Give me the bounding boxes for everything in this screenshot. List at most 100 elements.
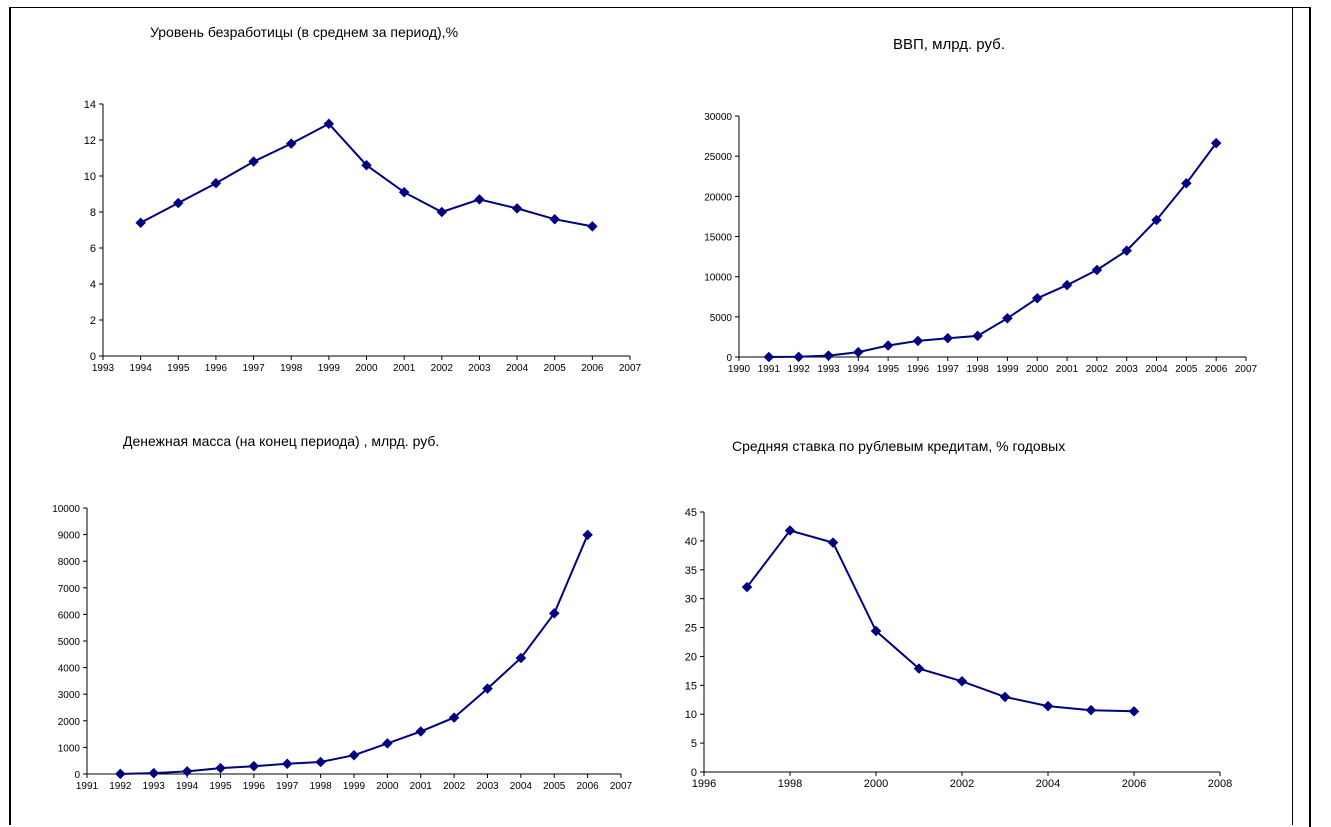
y-tick-label: 25000	[704, 152, 732, 163]
frame-corner-line	[1293, 7, 1311, 8]
y-tick-label: 0	[90, 351, 96, 363]
y-tick-label: 1000	[58, 743, 81, 754]
x-tick-label: 1991	[76, 781, 99, 792]
x-tick-label: 1993	[92, 363, 115, 374]
x-tick-label: 2007	[1235, 364, 1258, 375]
x-tick-label: 2002	[431, 363, 454, 374]
x-tick-label: 1991	[758, 364, 781, 375]
data-point-marker	[942, 332, 954, 344]
data-point-marker	[148, 767, 160, 779]
data-point-marker	[999, 691, 1011, 703]
chart-money-supply: Денежная масса (на конец периода) , млрд…	[0, 400, 660, 820]
y-tick-label: 0	[726, 353, 732, 364]
y-tick-label: 9000	[58, 531, 81, 542]
data-point-marker	[741, 581, 753, 593]
data-point-marker	[1002, 312, 1013, 324]
y-tick-label: 6000	[58, 610, 81, 621]
chart-unemployment-svg: 0 2 4 6 8 10 12 14 1993 1994 1995 1996 1997 1998 1999 2…	[84, 99, 642, 374]
series-line	[120, 534, 589, 775]
chart-title: Средняя ставка по рублевым кредитам, % г…	[732, 438, 1066, 454]
x-tick-label: 2002	[950, 778, 974, 790]
x-tick-label: 1998	[280, 363, 303, 374]
data-point-marker	[285, 138, 297, 149]
y-tick-label: 4	[90, 279, 96, 291]
x-tick-label: 2000	[1026, 364, 1049, 375]
x-tick-label: 1993	[817, 364, 840, 375]
y-tick-label: 8000	[58, 557, 81, 568]
data-point-marker	[482, 683, 493, 694]
data-point-marker	[793, 351, 805, 363]
outer-frame	[9, 7, 1293, 825]
data-point-marker	[852, 346, 864, 358]
x-tick-label: 1999	[343, 781, 366, 792]
x-tick-label: 2006	[581, 363, 604, 374]
y-tick-label: 3000	[58, 690, 81, 701]
x-tick-label: 2006	[1122, 778, 1146, 790]
y-tick-label: 0	[691, 767, 697, 779]
data-point-marker	[1121, 245, 1133, 256]
series-line	[746, 529, 1135, 713]
x-tick-label: 2003	[1116, 364, 1139, 375]
data-point-marker	[1210, 137, 1222, 149]
x-tick-label: 1995	[209, 781, 232, 792]
x-tick-label: 2004	[506, 363, 529, 374]
chart-unemployment: Уровень безработицы (в среднем за период…	[0, 0, 660, 400]
data-point-marker	[448, 712, 460, 723]
data-point-marker	[1085, 704, 1097, 716]
data-point-marker	[172, 197, 184, 209]
y-tick-label: 30	[685, 594, 697, 606]
series-line	[768, 142, 1218, 358]
y-tick-label: 2	[90, 315, 96, 327]
data-point-marker	[882, 340, 894, 351]
data-point-marker	[972, 330, 983, 342]
x-tick-label: 1995	[877, 364, 900, 375]
data-point-marker	[1031, 292, 1043, 304]
x-tick-label: 2005	[544, 363, 567, 374]
x-tick-label: 2006	[577, 781, 600, 792]
data-point-marker	[1180, 177, 1192, 189]
y-tick-label: 35	[685, 565, 697, 577]
x-tick-label: 2002	[1086, 364, 1109, 375]
chart-title: Денежная масса (на конец периода) , млрд…	[123, 433, 440, 449]
series-line	[140, 122, 593, 228]
x-tick-label: 1998	[310, 781, 333, 792]
y-tick-label: 0	[74, 770, 80, 781]
data-point-marker	[135, 217, 146, 229]
x-tick-label: 2003	[476, 781, 499, 792]
x-tick-label: 2003	[468, 363, 491, 374]
data-point-marker	[115, 768, 126, 780]
x-tick-label: 2004	[510, 781, 533, 792]
x-tick-label: 2000	[355, 363, 378, 374]
data-point-marker	[436, 206, 448, 218]
y-tick-label: 10000	[704, 273, 732, 284]
data-point-marker	[315, 756, 326, 768]
y-tick-label: 10	[84, 171, 96, 183]
x-tick-label: 2000	[864, 778, 888, 790]
y-tick-label: 14	[84, 99, 96, 111]
data-point-marker	[181, 766, 193, 777]
data-point-marker	[870, 625, 882, 637]
y-tick-label: 20	[685, 651, 697, 663]
x-tick-label: 1998	[778, 778, 802, 790]
y-tick-label: 4000	[58, 664, 81, 675]
data-point-marker	[784, 525, 796, 536]
x-tick-label: 2006	[1205, 364, 1228, 375]
y-tick-label: 40	[685, 536, 697, 548]
chart-loan-rate-svg: 0 5 10 15 20 25 30 35 40 45 1996 1998 2000 2002 2004 20…	[685, 507, 1232, 790]
x-tick-label: 1999	[996, 364, 1019, 375]
x-tick-label: 2004	[1036, 778, 1060, 790]
y-tick-label: 10	[685, 709, 697, 721]
x-tick-label: 2007	[610, 781, 633, 792]
y-tick-label: 15000	[704, 233, 732, 244]
x-tick-label: 2007	[619, 363, 642, 374]
x-tick-label: 2008	[1208, 778, 1232, 790]
data-point-marker	[398, 186, 410, 198]
data-point-marker	[348, 749, 360, 761]
x-tick-label: 1992	[109, 781, 132, 792]
y-tick-label: 2000	[58, 717, 81, 728]
x-tick-label: 2002	[443, 781, 466, 792]
data-point-marker	[549, 213, 561, 225]
x-tick-label: 1996	[692, 778, 716, 790]
data-point-marker	[415, 726, 427, 737]
y-tick-label: 10000	[52, 504, 80, 515]
